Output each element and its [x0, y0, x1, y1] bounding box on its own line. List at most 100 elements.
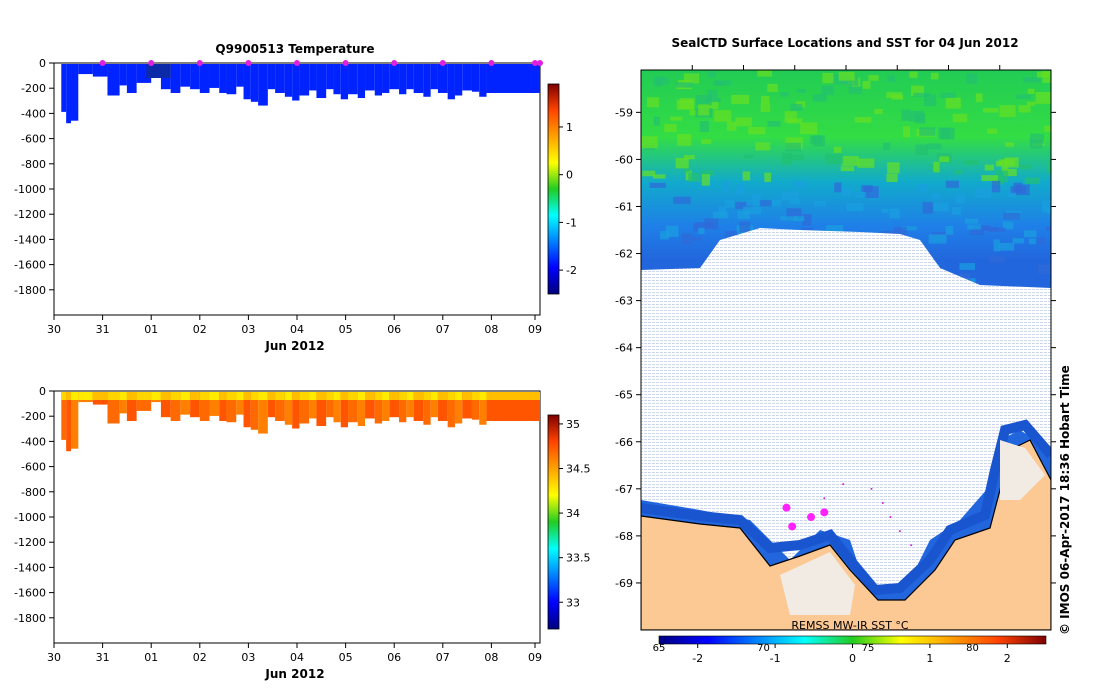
map-latitude-axis: -59 -60 -61 -62 -63 -64 -65 -66 -67 -68 -69 [615, 65, 1056, 590]
salinity-surface-layer [267, 392, 276, 400]
temperature-title: Q9900513 Temperature [215, 42, 374, 56]
lon-label: 65 [653, 643, 666, 654]
temperature-profile [316, 64, 327, 99]
salinity-profile [258, 392, 268, 434]
temperature-profile [292, 64, 300, 101]
map-title: SealCTD Surface Locations and SST for 04… [671, 36, 1018, 50]
salinity-profile [71, 392, 79, 449]
y-tick-label: -800 [21, 158, 46, 171]
salinity-surface-layer [340, 392, 349, 400]
sst-patch [913, 92, 930, 97]
sst-patch [901, 109, 911, 121]
sst-patch [868, 75, 879, 81]
temperature-profile [199, 64, 210, 93]
sst-patch [736, 184, 745, 196]
salinity-profile [430, 392, 438, 418]
track-point [898, 530, 901, 533]
salinity-profile [365, 392, 375, 419]
temperature-profile [267, 64, 276, 90]
sst-patch [933, 161, 940, 173]
sst-patch [959, 263, 976, 270]
salinity-profile [209, 392, 220, 416]
profile-marker [537, 60, 543, 66]
sst-patch [724, 200, 735, 208]
sst-patch [670, 116, 683, 121]
sst-patch [683, 165, 691, 173]
sst-patch [767, 120, 781, 127]
x-tick-label: 31 [96, 651, 110, 664]
salinity-surface-layer [136, 392, 152, 400]
temperature-profile [119, 64, 127, 86]
colorbar-tick-label: 34 [566, 507, 580, 520]
sst-patch [1020, 164, 1032, 170]
lon-label: 80 [966, 643, 979, 654]
sst-patch [689, 109, 697, 116]
sst-patch [826, 225, 844, 235]
temperature-profile [447, 64, 455, 100]
sst-patch [812, 135, 825, 147]
sst-patch [739, 221, 751, 233]
temperature-profile [406, 64, 414, 90]
sst-patch [759, 200, 772, 207]
sst-patch [814, 200, 826, 207]
sst-patch [940, 92, 956, 98]
salinity-surface-layer [309, 392, 317, 400]
antarctic-land [641, 439, 1051, 630]
sst-patch [692, 236, 702, 241]
sst-patch [681, 233, 693, 245]
colorbar-tick-label: -2 [692, 652, 703, 665]
salinity-profile [462, 392, 472, 419]
sst-patch [840, 166, 855, 172]
temperature-profile [190, 64, 200, 90]
salinity-surface-layer [479, 392, 487, 400]
temperature-profile [389, 64, 400, 90]
temperature-profile [299, 64, 310, 96]
sst-patch [848, 86, 862, 94]
ice-shelf [1000, 440, 1045, 500]
salinity-surface-layer [423, 392, 431, 400]
salinity-profile [299, 392, 310, 424]
sst-patch [715, 80, 724, 86]
salinity-surface-layer [275, 392, 285, 400]
temperature-profile [250, 64, 259, 102]
sst-patch [1013, 182, 1023, 192]
colorbar-tick-label: 0 [849, 652, 856, 665]
sst-patch [998, 242, 1015, 251]
sst-patch [723, 180, 730, 193]
salinity-surface-layer [316, 392, 327, 400]
salinity-profile [292, 392, 300, 429]
sst-patch [642, 170, 656, 177]
sst-patch [683, 155, 695, 160]
salinity-surface-layer [357, 392, 366, 400]
sst-patch [822, 72, 834, 84]
sst-patch [1027, 88, 1035, 94]
sst-patch [767, 83, 778, 92]
y-tick-label: 0 [39, 57, 46, 70]
profile-marker [196, 60, 203, 66]
salinity-profile [267, 392, 276, 418]
colorbar-tick-label: 1 [566, 121, 573, 134]
sst-patch [698, 104, 710, 116]
sst-patch [988, 227, 1006, 232]
x-tick-label: 01 [144, 323, 158, 336]
sst-patch [718, 206, 727, 216]
salinity-profile [399, 392, 407, 423]
sst-patch [785, 137, 803, 147]
seal-position [820, 508, 829, 517]
y-tick-label: -1600 [14, 259, 46, 272]
salinity-surface-layer [333, 392, 341, 400]
sst-patch [675, 82, 693, 88]
sst-patch [796, 88, 806, 94]
sst-patch [641, 136, 658, 149]
sst-patch [881, 208, 889, 213]
sst-patch [991, 180, 1001, 193]
salinity-panel: 0 -200 -400 -600 -800 -1000 -1200 -1400 -1600 -18… [14, 385, 590, 681]
temperature-markers [99, 60, 543, 66]
sst-patch [975, 93, 983, 103]
sst-patch [914, 113, 926, 124]
temperature-profile [333, 64, 341, 95]
salinity-surface-layer [462, 392, 472, 400]
lat-tick-label: -61 [615, 200, 633, 213]
temperature-profile [78, 64, 93, 75]
sst-patch [967, 224, 981, 230]
